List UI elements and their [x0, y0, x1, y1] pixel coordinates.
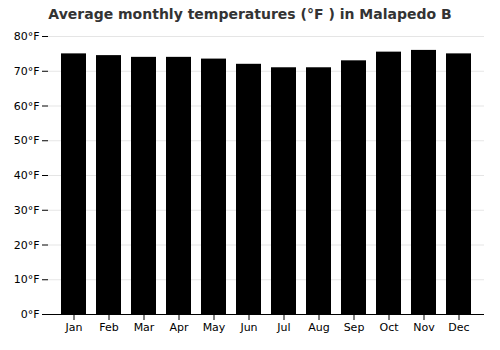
- svg-text:Jul: Jul: [276, 321, 290, 334]
- svg-text:20°F: 20°F: [14, 239, 40, 252]
- svg-text:60°F: 60°F: [14, 100, 40, 113]
- svg-text:70°F: 70°F: [14, 65, 40, 78]
- svg-text:Sep: Sep: [344, 321, 365, 334]
- svg-text:Feb: Feb: [99, 321, 118, 334]
- svg-text:Dec: Dec: [448, 321, 469, 334]
- svg-text:80°F: 80°F: [14, 30, 40, 43]
- svg-text:Jan: Jan: [65, 321, 83, 334]
- html-text:Average monthly temperatures (: Average monthly temperatures (°F ) in Ma…: [48, 6, 452, 22]
- svg-text:30°F: 30°F: [14, 204, 40, 217]
- svg-text:Nov: Nov: [413, 321, 435, 334]
- svg-text:Oct: Oct: [379, 321, 399, 334]
- svg-text:40°F: 40°F: [14, 169, 40, 182]
- svg-text:Jun: Jun: [239, 321, 257, 334]
- svg-text:Mar: Mar: [134, 321, 155, 334]
- svg-text:10°F: 10°F: [14, 273, 40, 286]
- svg-text:0°F: 0°F: [21, 308, 40, 321]
- svg-text:May: May: [203, 321, 226, 334]
- svg-text:50°F: 50°F: [14, 134, 40, 147]
- svg-text:Apr: Apr: [169, 321, 189, 334]
- svg-text:Aug: Aug: [308, 321, 329, 334]
